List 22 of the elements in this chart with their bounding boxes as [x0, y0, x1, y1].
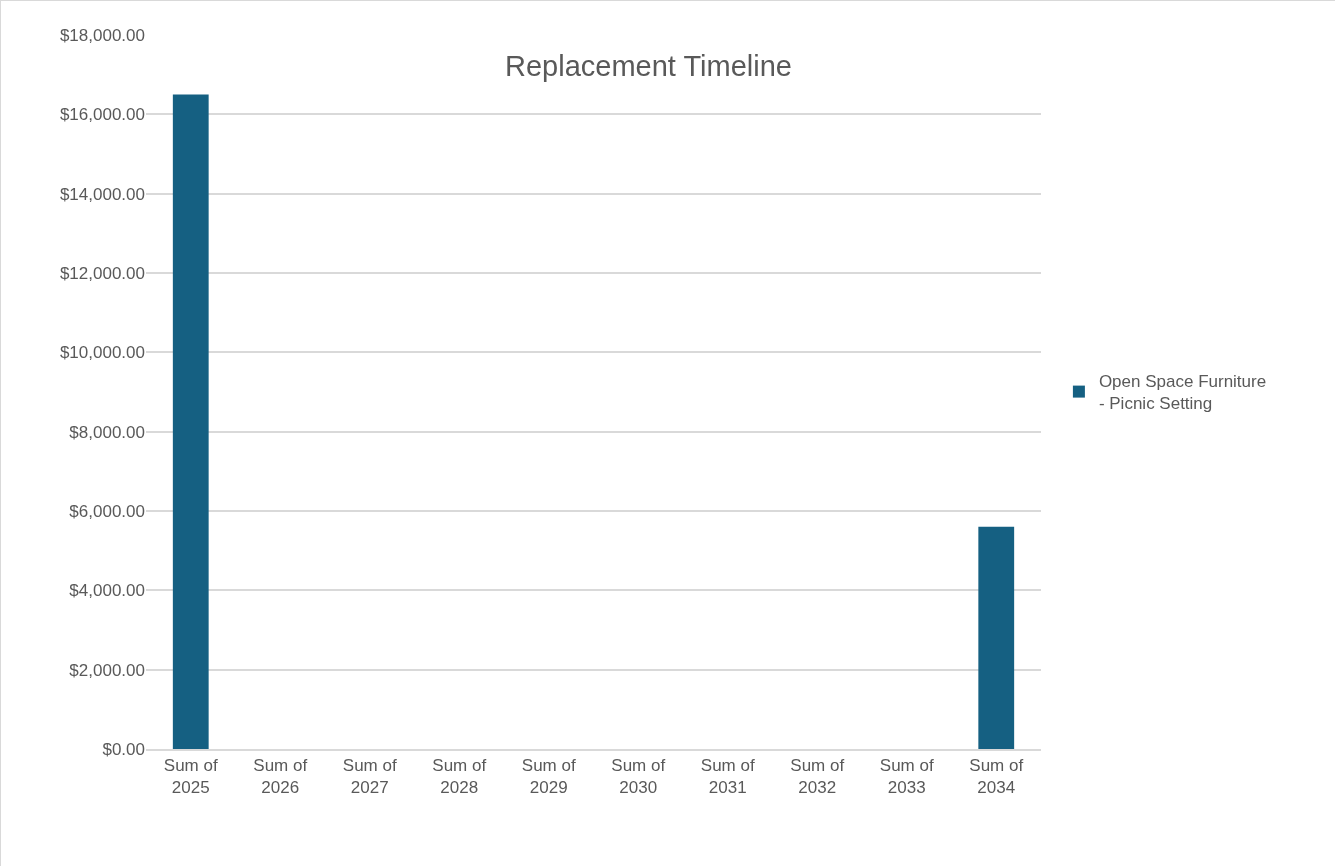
y-tick-label: $8,000.00: [69, 422, 145, 442]
y-tick-label: $14,000.00: [59, 184, 145, 204]
x-tick-label: Sum of 2028: [432, 756, 487, 798]
x-tick-label: Sum of 2027: [342, 756, 397, 798]
x-tick-label: Sum of 2030: [611, 756, 666, 798]
x-tick-label: Sum of 2031: [700, 756, 755, 798]
y-tick-label: $6,000.00: [69, 501, 145, 521]
x-tick-label: Sum of 2034: [969, 756, 1024, 798]
x-tick-label: Sum of 2029: [521, 756, 576, 798]
y-tick-label: $12,000.00: [59, 263, 145, 283]
x-tick-label: Sum of 2025: [163, 756, 218, 798]
x-tick-label: Sum of 2032: [790, 756, 845, 798]
x-tick-label: Sum of 2026: [253, 756, 308, 798]
y-tick-label: $2,000.00: [69, 660, 145, 680]
y-tick-label: $16,000.00: [59, 105, 145, 125]
y-tick-label: $18,000.00: [59, 25, 145, 45]
legend-label: Open Space Furniture - Picnic Setting: [1098, 372, 1267, 414]
y-tick-label: $4,000.00: [69, 581, 145, 601]
y-tick-label: $0.00: [102, 739, 145, 759]
y-tick-label: $10,000.00: [59, 343, 145, 363]
text: Replacement Timeline: [505, 50, 792, 83]
x-tick-label: Sum of 2033: [879, 756, 934, 798]
